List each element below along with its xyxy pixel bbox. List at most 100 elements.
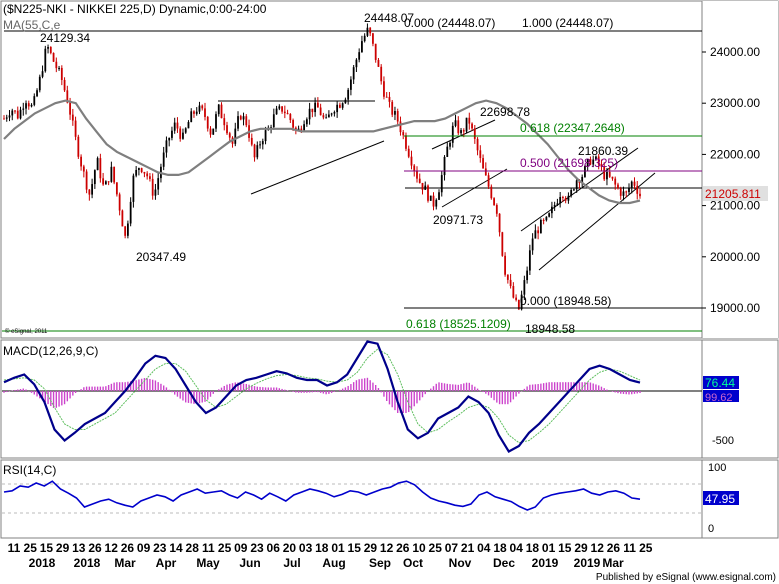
candle-body <box>506 274 509 280</box>
candle-body <box>633 181 636 186</box>
price-annotation: 24129.34 <box>40 31 90 45</box>
rsi-tick-label: 100 <box>708 462 726 474</box>
candle-body <box>179 128 182 139</box>
candle-body <box>479 150 482 159</box>
x-month-label: Apr <box>156 556 177 570</box>
candle-body <box>504 255 506 275</box>
candle-body <box>363 35 366 42</box>
candle-body <box>303 124 306 131</box>
candle-body <box>33 96 36 105</box>
candle-body <box>369 27 372 34</box>
candle-body <box>204 108 206 117</box>
candle-body <box>454 120 457 126</box>
candle-body <box>77 136 80 157</box>
x-day-label: 29 <box>574 541 588 555</box>
candle-body <box>338 104 341 108</box>
candle-body <box>129 201 132 224</box>
candle-body <box>270 127 272 129</box>
x-month-label: Aug <box>322 556 345 570</box>
x-month-label: Dec <box>493 556 515 570</box>
x-day-label: 09 <box>137 541 151 555</box>
price-annotation: 24448.07 <box>364 11 414 25</box>
x-axis-labels: 11 25 15 29 13 26 12 26 09 23 14 28 11 25 09 23 06 20 03 18… <box>8 541 653 570</box>
candle-body <box>239 116 242 120</box>
candle-body <box>132 175 135 202</box>
candle-body <box>135 169 138 176</box>
rsi-value: 47.95 <box>705 492 735 506</box>
candle-body <box>509 279 512 287</box>
candle-body <box>460 130 462 134</box>
candle-body <box>523 280 526 295</box>
candle-body <box>80 156 82 167</box>
candle-body <box>22 108 25 110</box>
x-month-label: 2019 <box>532 556 559 570</box>
candle-body <box>539 219 542 234</box>
candle-body <box>162 152 165 167</box>
candle-body <box>256 145 259 158</box>
x-day-label: 01 <box>331 541 345 555</box>
candle-body <box>115 182 118 195</box>
candle-body <box>319 107 322 116</box>
candle-body <box>630 181 633 189</box>
price-tick-label: 19000.00 <box>710 301 760 315</box>
candle-body <box>220 104 223 119</box>
price-axis-ticks: 24000.00 23000.00 22000.00 21000.00 20000.00… <box>702 45 760 315</box>
candle-body <box>534 230 537 239</box>
candle-body <box>410 156 413 166</box>
candle-body <box>407 148 410 157</box>
candle-body <box>19 109 22 119</box>
candle-body <box>405 135 407 149</box>
x-day-label: 29 <box>364 541 378 555</box>
candle-body <box>484 168 487 176</box>
candle-body <box>482 158 484 169</box>
candle-body <box>58 67 60 69</box>
candle-body <box>531 238 534 251</box>
candle-body <box>264 130 267 142</box>
candle-body <box>614 178 617 185</box>
candle-body <box>5 117 8 119</box>
price-tick-label: 24000.00 <box>710 45 760 59</box>
x-day-label: 15 <box>558 541 572 555</box>
candle-body <box>182 132 184 139</box>
x-day-label: 01 <box>542 541 556 555</box>
candle-body <box>193 111 195 114</box>
fib-label: 0.618 (22347.2648) <box>520 121 625 135</box>
candle-body <box>333 112 336 114</box>
candle-body <box>581 176 584 183</box>
candle-body <box>261 141 264 145</box>
candle-body <box>253 144 256 158</box>
candle-body <box>424 185 427 190</box>
candle-body <box>195 111 198 114</box>
candle-body <box>93 170 96 185</box>
candle-body <box>471 123 473 129</box>
candle-body <box>595 156 597 160</box>
candle-body <box>465 117 468 132</box>
fib-label: 1.000 (24448.07) <box>522 16 613 30</box>
candle-body <box>259 144 261 146</box>
price-annotation: 20971.73 <box>433 213 483 227</box>
candle-body <box>374 43 377 60</box>
fib-label: 0.000 (24448.07) <box>404 16 495 30</box>
candle-body <box>173 122 176 131</box>
candle-body <box>278 106 281 109</box>
candle-body <box>201 105 204 109</box>
macd-signal-line <box>3 348 641 444</box>
x-day-label: 11 <box>8 541 21 555</box>
candle-body <box>107 181 110 183</box>
candle-body <box>584 166 586 177</box>
macd-histogram <box>3 377 641 413</box>
macd-line <box>3 340 641 453</box>
candle-body <box>526 270 529 281</box>
candle-body <box>372 33 374 44</box>
candle-body <box>52 52 55 62</box>
candle-body <box>468 117 471 124</box>
x-day-label: 03 <box>299 541 313 555</box>
x-day-label: 26 <box>88 541 102 555</box>
x-day-label: 26 <box>396 541 410 555</box>
x-day-label: 21 <box>461 541 475 555</box>
price-panel-frame <box>0 0 779 339</box>
x-day-label: 28 <box>186 541 200 555</box>
x-month-label: Mar <box>114 556 136 570</box>
candle-body <box>608 171 611 177</box>
candle-body <box>44 48 47 72</box>
